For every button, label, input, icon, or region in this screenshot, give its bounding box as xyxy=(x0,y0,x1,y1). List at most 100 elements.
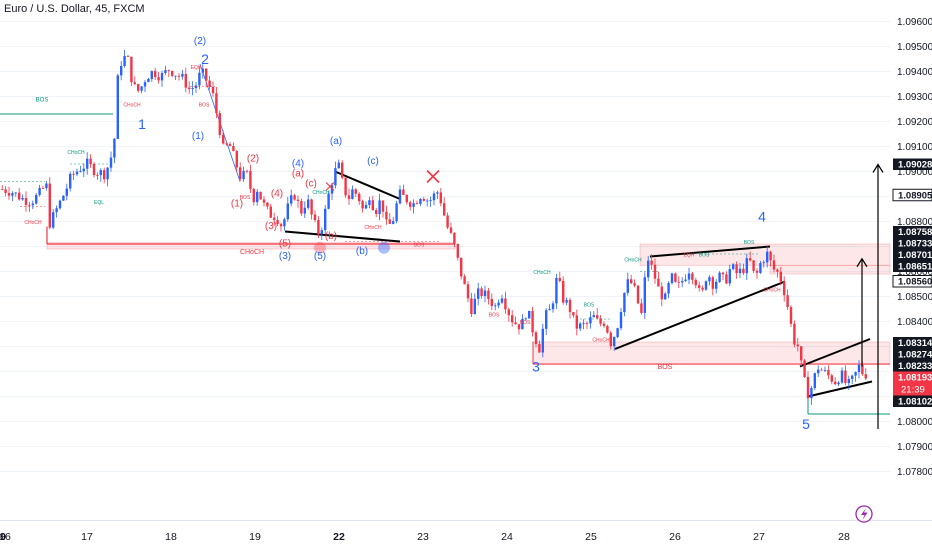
candle-body xyxy=(500,298,504,303)
annotation-label: (c) xyxy=(305,179,317,190)
annotation-label: (2) xyxy=(194,36,206,47)
candle-body xyxy=(541,328,544,353)
candle-body xyxy=(273,217,276,220)
candle-body xyxy=(789,307,793,324)
candle-body xyxy=(494,305,497,307)
price-badge-label: 1.08274 xyxy=(898,350,932,361)
annotation-label: BOS xyxy=(489,313,500,319)
candle-body xyxy=(279,224,283,227)
candle-body xyxy=(320,230,323,235)
candle-body xyxy=(28,204,31,206)
projection-arrow-short xyxy=(856,257,868,367)
price-tick-label: 1.07800 xyxy=(897,467,932,478)
candle-body xyxy=(453,232,456,244)
candle-body xyxy=(415,203,419,204)
candle-body xyxy=(633,283,636,286)
candle-body xyxy=(218,113,221,135)
annotation-label: 3 xyxy=(532,359,540,375)
price-badge-label: 1.08314 xyxy=(898,338,932,349)
candle-body xyxy=(130,56,133,83)
candle-body xyxy=(643,277,646,313)
candle-body xyxy=(640,303,643,313)
candle-body xyxy=(439,192,442,204)
price-badge xyxy=(893,337,932,349)
price-badge-label: 1.08102 xyxy=(898,397,932,408)
candle-body xyxy=(24,197,28,205)
candle-body xyxy=(262,199,266,203)
candle-body xyxy=(783,281,786,296)
candle-body xyxy=(58,200,62,209)
annotation-label: CHoCH xyxy=(312,190,330,196)
candle-body xyxy=(466,284,470,299)
candle-body xyxy=(69,173,72,189)
candle-body xyxy=(307,199,310,208)
price-tick-label: 1.09500 xyxy=(897,42,932,53)
annotation-label: CHoCH xyxy=(123,103,141,109)
candle-body xyxy=(154,71,157,78)
candle-body xyxy=(721,272,725,275)
candle-body xyxy=(235,151,238,168)
candle-body xyxy=(511,315,514,323)
arrow-head xyxy=(856,257,868,268)
candle-body xyxy=(109,157,113,168)
candle-body xyxy=(565,299,568,303)
candle-body xyxy=(211,86,215,94)
candle-body xyxy=(89,158,92,165)
candle-body xyxy=(310,199,313,215)
candle-body xyxy=(191,88,194,90)
annotation-label: CHoCH xyxy=(533,270,551,276)
candle-body xyxy=(857,364,861,373)
candle-body xyxy=(708,277,711,282)
lightning-icon-bolt xyxy=(861,508,868,520)
candle-body xyxy=(364,204,368,209)
candle-body xyxy=(171,70,174,76)
price-axis[interactable]: 1.09600 1.09500 1.09400 1.09300 1.09200 1.091… xyxy=(892,17,932,478)
candle-body xyxy=(691,273,694,280)
time-tick-label: 16 xyxy=(0,531,11,543)
annotation-label: 4 xyxy=(758,209,766,225)
price-badge-label: 1.08233 xyxy=(898,361,932,372)
annotation-label: BOS xyxy=(240,195,251,201)
annotation-label: (3) xyxy=(279,251,291,262)
price-tick-label: 1.08400 xyxy=(897,317,932,328)
candle-body xyxy=(392,221,395,224)
candle-body xyxy=(286,203,289,220)
candle-body xyxy=(7,192,11,196)
annotation-label: (3) xyxy=(265,221,277,232)
candle-body xyxy=(106,167,109,180)
price-badge xyxy=(893,249,932,261)
candle-body xyxy=(766,251,769,263)
candle-body xyxy=(548,309,551,311)
candle-body xyxy=(337,162,340,169)
candle-body xyxy=(463,276,466,285)
price-badge xyxy=(893,348,932,360)
candle-body xyxy=(460,257,463,277)
candle-body xyxy=(834,381,837,385)
candle-body xyxy=(742,268,745,274)
candle-body xyxy=(599,318,602,324)
cross-stroke xyxy=(325,182,335,191)
candle-body xyxy=(664,293,667,300)
candle-body xyxy=(432,193,436,201)
time-axis[interactable]: 16 17 18 19 22 23 24 25 26 27 28 2930 xyxy=(0,531,850,543)
candle-body xyxy=(786,295,789,308)
candle-body xyxy=(524,318,527,320)
candle-body xyxy=(429,200,432,201)
price-badge-label: 1.08560 xyxy=(898,277,932,288)
candle-body xyxy=(483,290,487,297)
candle-body xyxy=(18,192,21,200)
candle-body xyxy=(194,85,198,89)
candle-body xyxy=(177,75,181,77)
candle-body xyxy=(201,68,204,73)
candle-body xyxy=(313,214,317,221)
candle-body xyxy=(769,251,772,261)
candle-body xyxy=(31,203,34,206)
annotation-label: (4) xyxy=(271,189,283,200)
candle-body xyxy=(517,324,521,330)
candle-body xyxy=(551,303,555,310)
candle-body xyxy=(300,200,303,214)
candle-body xyxy=(711,277,714,289)
candle-body xyxy=(103,170,106,180)
candle-body xyxy=(276,219,279,225)
